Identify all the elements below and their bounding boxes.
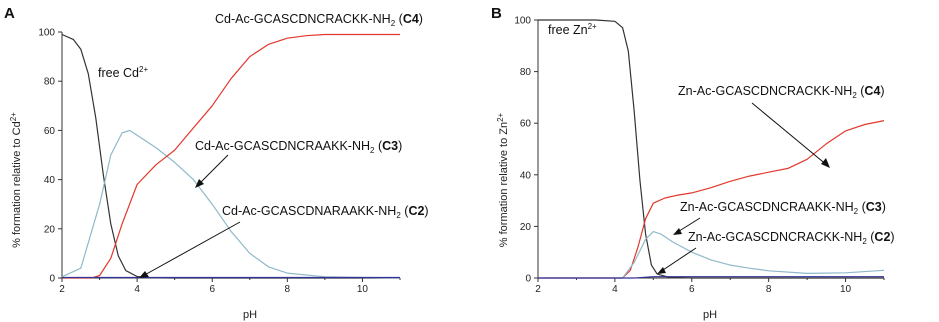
panel-a-ytick-label: 40 (44, 175, 56, 186)
panel-b-arrow-c4 (751, 102, 829, 167)
panel-a-ytick-label: 20 (44, 224, 56, 235)
panel-b-xlabel: pH (703, 309, 717, 321)
panel-b-arrow-c2 (659, 247, 697, 273)
panel-a-xtick-label: 8 (285, 284, 291, 295)
panel-a-ylabel: % formation relative to Cd2+ (9, 112, 23, 248)
panel-b-ylabel: % formation relative to Zn2+ (496, 112, 510, 247)
panel-b: B % formation relative to Zn2+ pH 0 20 40 6… (491, 5, 895, 321)
panel-b-arrowhead-c4 (821, 158, 830, 168)
panel-b-series-line-1 (538, 120, 885, 279)
panel-b-arrowhead-c2 (657, 267, 666, 274)
panel-b-xtick-label: 10 (840, 284, 852, 295)
panel-a-annotation-c2: Cd-Ac-GCASCDNARAAKK-NH2 (C2) (222, 204, 429, 220)
panel-a-xtick-label: 6 (209, 284, 215, 295)
panel-b-ytick-label: 40 (520, 170, 532, 181)
panel-a-arrow-c2 (140, 221, 241, 278)
panel-b-ytick-label: 100 (514, 16, 531, 27)
panel-a-arrowhead-c3 (195, 179, 204, 188)
panel-a-series-line-1 (61, 129, 401, 279)
panel-a-annotation-c4: Cd-Ac-GCASCDNCRACKK-NH2 (C4) (215, 12, 423, 28)
panel-b-ytick-label: 20 (520, 222, 532, 233)
panel-a-xlabel: pH (243, 309, 257, 321)
panel-b-xtick-label: 2 (535, 284, 541, 295)
panel-b-series-line-2 (538, 231, 885, 279)
panel-b-ytick-label: 0 (525, 274, 531, 285)
panel-a-ytick-label: 60 (44, 126, 56, 137)
panel-a-arrowhead-c2 (139, 271, 149, 278)
panel-b-ytick-label: 80 (520, 67, 532, 78)
panel-b-xtick-label: 8 (766, 284, 772, 295)
panel-b-annotation-c2: Zn-Ac-GCASCDNCRACKK-NH2 (C2) (688, 230, 895, 246)
panel-a-xtick-label: 2 (59, 284, 65, 295)
panel-a-series-line-2 (62, 33, 400, 279)
panel-b-series-line-3 (538, 276, 884, 279)
panel-a-xtick-label: 4 (134, 284, 140, 295)
panel-a: A % formation relative to Cd2+ pH 0 20 40 6… (4, 5, 429, 321)
panel-b-arrowhead-c3 (673, 228, 682, 235)
panel-a-letter: A (4, 5, 15, 22)
panel-b-ytick-label: 60 (520, 119, 532, 130)
panel-b-letter: B (491, 5, 502, 22)
panel-a-xtick-label: 10 (357, 284, 369, 295)
panel-a-ytick-label: 80 (44, 77, 56, 88)
panel-b-xtick-label: 4 (612, 284, 618, 295)
panel-b-annotation-free: free Zn2+ (548, 22, 597, 37)
panel-a-annotation-free: free Cd2+ (98, 65, 148, 80)
panel-b-annotation-c4: Zn-Ac-GCASCDNCRACKK-NH2 (C4) (678, 84, 885, 100)
panel-a-ytick-label: 0 (49, 274, 55, 285)
panel-b-xtick-label: 6 (689, 284, 695, 295)
panel-b-annotation-c3: Zn-Ac-GCASCDNCRAAKK-NH2 (C3) (680, 200, 886, 216)
panel-a-ytick-label: 100 (38, 28, 55, 39)
panel-a-annotation-c3: Cd-Ac-GCASCDNCRAAKK-NH2 (C3) (195, 139, 402, 155)
panel-b-series-line-0 (538, 19, 884, 279)
